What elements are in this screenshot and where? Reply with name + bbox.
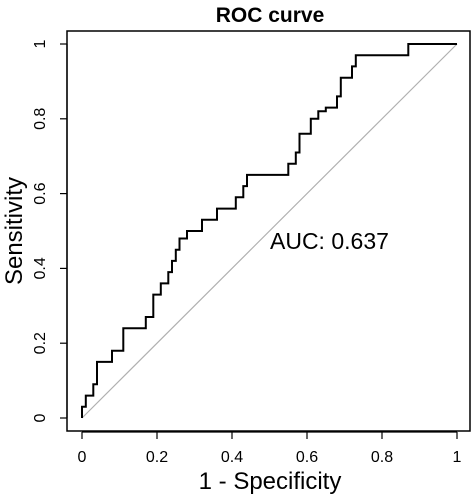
roc-series-line — [81, 43, 457, 418]
x-tick-label: 0.8 — [371, 449, 393, 466]
auc-annotation: AUC: 0.637 — [270, 228, 389, 254]
reference-diagonal-group — [81, 43, 458, 419]
y-axis-title: Sensitivity — [1, 177, 28, 285]
reference-diagonal-line — [81, 43, 458, 419]
y-tick-label: 0.2 — [32, 332, 49, 354]
y-axis: 0 0.2 0.4 0.6 0.8 1 — [32, 39, 68, 422]
series-group — [81, 43, 457, 418]
y-tick-label: 0 — [32, 413, 49, 422]
x-tick-label: 0 — [78, 449, 87, 466]
y-tick-label: 0.8 — [32, 108, 49, 130]
x-tick-label: 0.6 — [296, 449, 318, 466]
x-tick-label: 0.4 — [221, 449, 243, 466]
x-tick-label: 0.2 — [146, 449, 168, 466]
y-tick-label: 0.6 — [32, 182, 49, 204]
x-axis: 0 0.2 0.4 0.6 0.8 1 — [78, 431, 462, 466]
y-tick-label: 0.4 — [32, 257, 49, 279]
chart-title: ROC curve — [216, 4, 325, 27]
x-axis-title: 1 - Specificity — [199, 468, 342, 495]
x-tick-label: 1 — [453, 449, 462, 466]
y-tick-label: 1 — [32, 39, 49, 48]
